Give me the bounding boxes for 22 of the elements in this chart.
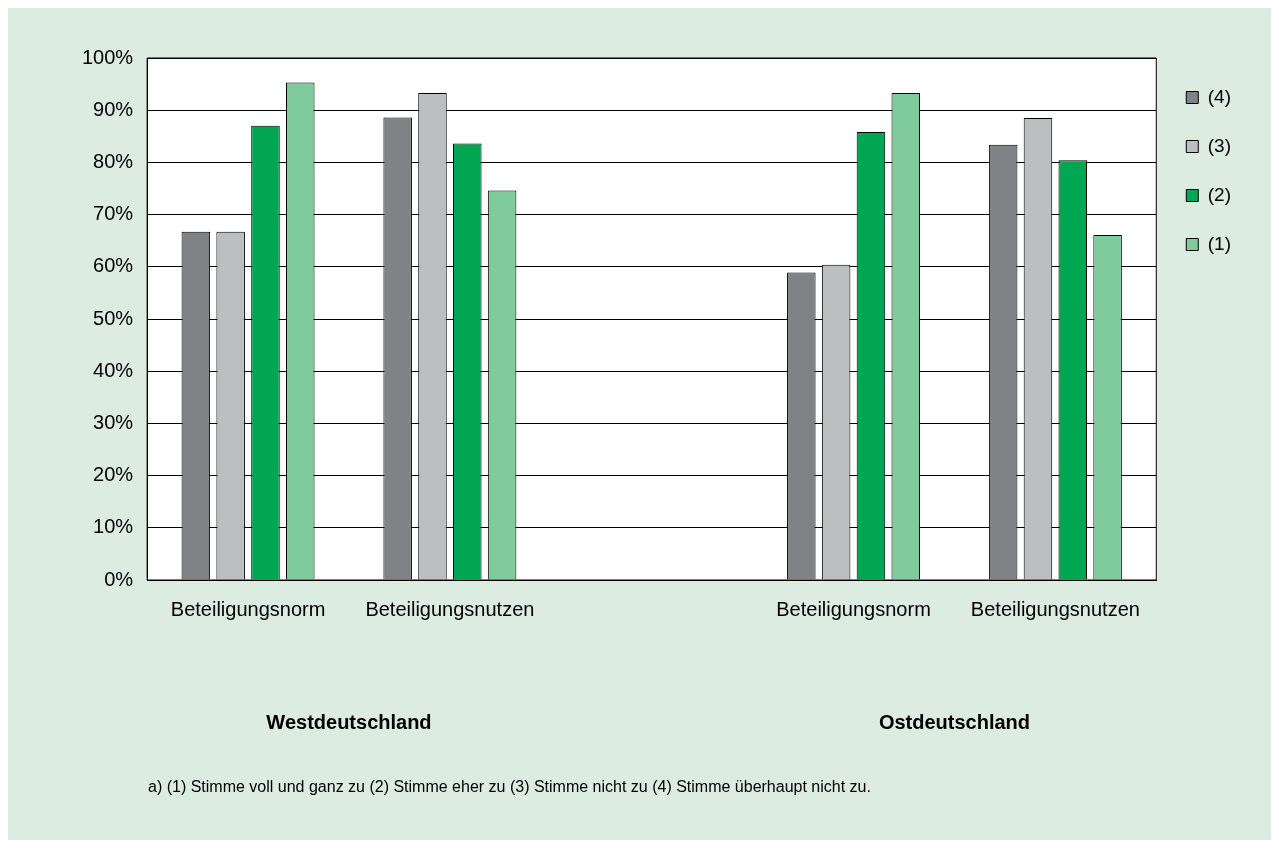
text: Westdeutschland: [266, 710, 432, 733]
y-tick-label: 90%: [93, 97, 134, 120]
y-tick-label: 20%: [93, 463, 134, 486]
legend-label: (1): [1207, 232, 1232, 254]
y-tick-label: 100%: [82, 45, 134, 68]
text: a) (1) Stimme voll und ganz zu (2) Stimme eher zu (3) Stimme nicht zu (4) Stimme überhaupt nicht zu.: [148, 778, 871, 796]
legend-label: (4): [1207, 85, 1232, 107]
y-tick-label: 10%: [93, 515, 134, 538]
y-tick-label: 30%: [93, 410, 134, 433]
x-tick-label: Beteiligungsnutzen: [970, 597, 1140, 620]
x-tick-label: Beteiligungsnorm: [776, 597, 931, 620]
y-tick-label: 40%: [93, 358, 134, 381]
x-tick-label: Beteiligungsnorm: [170, 597, 326, 620]
y-tick-label: 50%: [93, 306, 134, 329]
legend-label: (2): [1207, 183, 1232, 205]
y-tick-label: 60%: [93, 254, 134, 277]
legend-label: (3): [1207, 134, 1232, 156]
y-tick-label: 80%: [93, 149, 134, 172]
y-tick-label: 70%: [93, 202, 134, 225]
text: Ostdeutschland: [878, 710, 1031, 733]
y-tick-label: 0%: [104, 567, 134, 590]
x-tick-label: Beteiligungsnutzen: [365, 597, 535, 620]
